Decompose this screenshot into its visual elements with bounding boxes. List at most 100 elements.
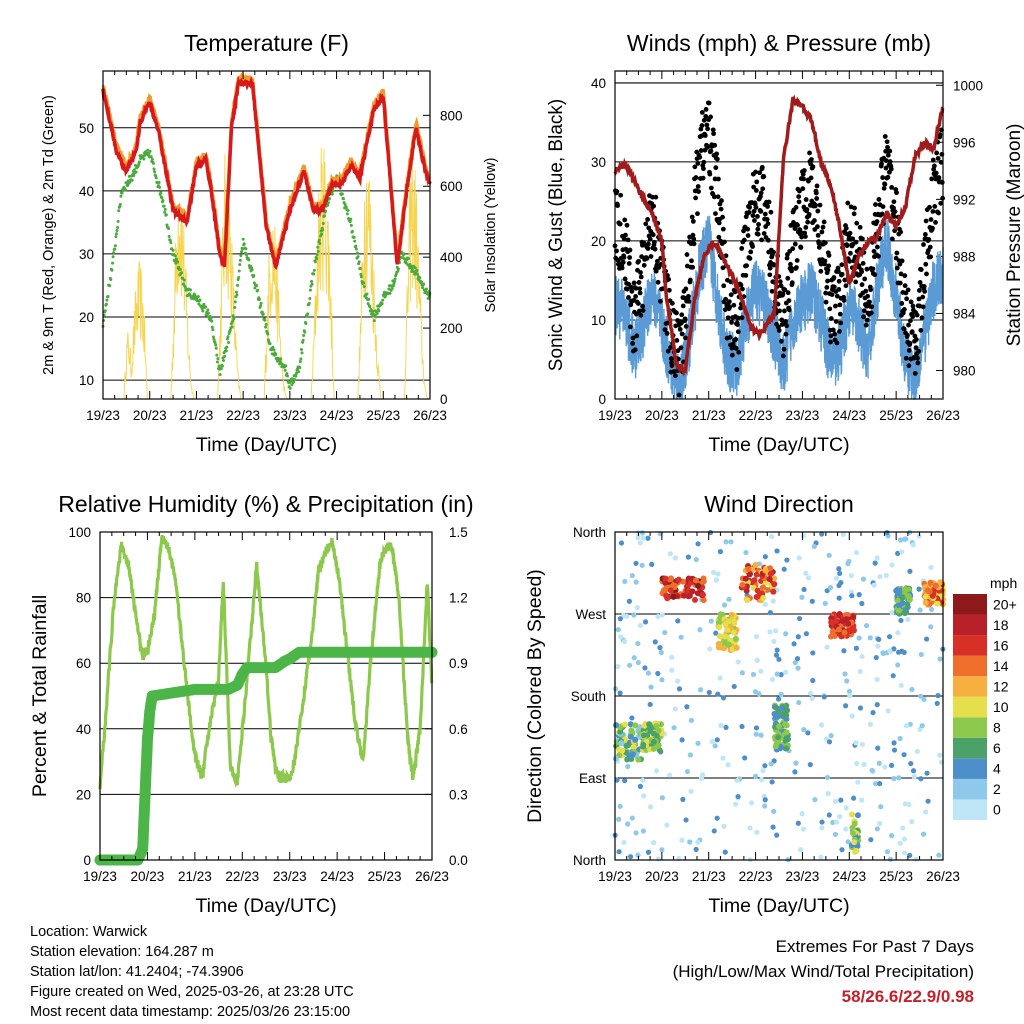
direction-point — [895, 550, 901, 556]
direction-point — [626, 598, 632, 604]
gust-point — [824, 284, 830, 290]
y-tick-label: 10 — [591, 313, 606, 328]
direction-point — [671, 725, 677, 731]
gust-point — [701, 166, 706, 172]
gust-point — [927, 244, 933, 250]
direction-point — [855, 779, 861, 785]
direction-point — [905, 616, 911, 623]
gust-point — [891, 214, 897, 219]
direction-point — [723, 539, 729, 545]
gust-point — [928, 254, 934, 260]
gust-point — [857, 224, 863, 230]
gust-point — [836, 278, 842, 284]
gust-point — [789, 280, 795, 286]
dewpoint-point — [154, 176, 158, 180]
dewpoint-point — [163, 210, 167, 214]
gust-point — [785, 290, 791, 296]
direction-point — [916, 533, 922, 539]
gust-point — [635, 301, 641, 306]
direction-point — [849, 811, 856, 818]
gust-point — [771, 249, 776, 255]
direction-point — [693, 846, 699, 853]
dewpoint-point — [306, 312, 310, 316]
gust-point — [800, 171, 806, 177]
direction-point — [628, 727, 635, 734]
direction-point — [922, 593, 929, 600]
direction-point — [895, 630, 901, 636]
direction-point — [617, 690, 623, 696]
dewpoint-point — [266, 332, 270, 336]
direction-point — [871, 582, 877, 588]
direction-point — [715, 571, 721, 577]
dewpoint-point — [202, 302, 206, 306]
gust-point — [901, 326, 907, 332]
direction-point — [722, 633, 729, 640]
gust-point — [720, 214, 725, 220]
dewpoint-point — [163, 207, 167, 211]
direction-point — [747, 825, 753, 831]
dewpoint-point — [252, 274, 256, 278]
gust-point — [826, 252, 832, 258]
direction-point — [850, 795, 857, 801]
colorbar-label: 0 — [993, 802, 1001, 818]
y2-tick-label: 988 — [953, 249, 976, 264]
dewpoint-point — [355, 251, 359, 255]
gust-point — [920, 294, 926, 300]
dewpoint-point — [300, 351, 304, 355]
y2-axis-label: Solar Insolation (Yellow) — [483, 157, 499, 312]
dewpoint-point — [315, 253, 319, 257]
direction-point — [655, 856, 662, 862]
direction-point — [801, 533, 807, 539]
direction-point — [784, 557, 790, 563]
direction-point — [877, 781, 883, 787]
gust-point — [928, 217, 934, 222]
dewpoint-point — [178, 267, 182, 271]
direction-point — [689, 588, 696, 595]
dewpoint-point — [279, 357, 283, 361]
direction-point — [895, 607, 902, 614]
y-tick-label: 80 — [76, 591, 91, 606]
direction-point — [657, 645, 663, 651]
direction-point — [684, 768, 691, 775]
direction-point — [641, 722, 648, 729]
direction-point — [826, 739, 833, 745]
gust-point — [927, 204, 932, 210]
direction-point — [795, 634, 801, 640]
direction-point — [640, 732, 647, 739]
direction-point — [732, 801, 739, 807]
dewpoint-point — [115, 228, 119, 232]
gust-point — [769, 288, 775, 294]
gust-point — [899, 301, 905, 306]
gust-point — [738, 282, 744, 288]
direction-point — [721, 645, 728, 652]
direction-point — [857, 668, 863, 675]
gust-point — [721, 283, 727, 289]
gust-point — [689, 258, 694, 264]
gust-point — [705, 144, 711, 150]
direction-point — [868, 837, 874, 843]
dewpoint-point — [106, 295, 110, 299]
dewpoint-point — [390, 286, 394, 290]
direction-point — [859, 653, 865, 660]
direction-point — [627, 662, 633, 668]
direction-point — [629, 715, 635, 721]
dewpoint-point — [393, 277, 397, 281]
direction-point — [617, 728, 624, 735]
direction-point — [700, 772, 706, 778]
gust-point — [775, 301, 781, 307]
direction-point — [762, 601, 768, 607]
gust-point — [889, 236, 895, 242]
direction-point — [878, 804, 884, 810]
y2-tick-label: 996 — [953, 135, 976, 150]
dewpoint-point — [164, 213, 168, 217]
gust-point — [786, 307, 792, 313]
gust-point — [686, 293, 691, 299]
direction-point — [883, 572, 889, 579]
direction-point — [615, 663, 621, 670]
direction-point — [774, 647, 780, 653]
gust-point — [799, 234, 805, 240]
gust-point — [784, 323, 790, 329]
direction-point — [837, 570, 843, 577]
gust-point — [751, 208, 757, 214]
direction-point — [716, 624, 723, 631]
